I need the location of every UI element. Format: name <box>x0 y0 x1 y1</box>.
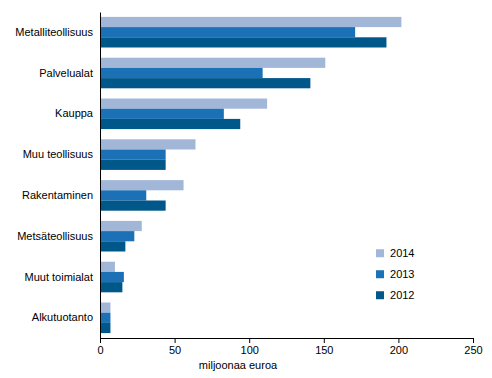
y-tick: Rakentaminen <box>22 189 93 201</box>
y-tick: Muut toimialat <box>25 271 93 283</box>
bars <box>100 17 401 333</box>
x-tick-mark <box>175 338 176 343</box>
y-tick: Metalliteollisuus <box>15 26 93 38</box>
bar <box>100 160 166 170</box>
x-tick-label: 250 <box>464 344 482 356</box>
x-tick: 100 <box>241 338 259 356</box>
y-tick-label: Muu teollisuus <box>23 148 94 160</box>
x-tick-mark <box>249 338 250 343</box>
y-tick: Metsäteollisuus <box>17 230 93 242</box>
bar <box>100 180 184 190</box>
bar <box>100 282 122 292</box>
bar <box>100 27 355 37</box>
bar <box>100 272 124 282</box>
legend-item: 2014 <box>376 247 414 259</box>
bar <box>100 190 146 200</box>
y-tick-label: Metalliteollisuus <box>15 26 93 38</box>
x-tick: 200 <box>390 338 408 356</box>
y-tick: Palvelualat <box>39 67 93 79</box>
bar <box>100 78 310 88</box>
legend-item: 2013 <box>376 268 414 280</box>
x-tick: 250 <box>464 338 482 356</box>
bar <box>100 303 110 313</box>
x-tick-mark <box>324 338 325 343</box>
x-tick-mark <box>100 338 101 343</box>
legend-label: 2013 <box>390 268 414 280</box>
x-tick-mark <box>473 338 474 343</box>
legend-label: 2012 <box>390 289 414 301</box>
y-tick-label: Palvelualat <box>39 67 93 79</box>
bar <box>100 68 263 78</box>
x-axis: 0 50 100 150 200 250 <box>97 338 482 356</box>
x-tick: 50 <box>169 338 181 356</box>
bar <box>100 109 224 119</box>
bar <box>100 98 267 108</box>
bar <box>100 17 401 27</box>
bar <box>100 119 240 129</box>
legend-swatch <box>376 291 384 299</box>
y-tick: Alkutuotanto <box>32 311 93 323</box>
bar <box>100 201 166 211</box>
legend-swatch <box>376 270 384 278</box>
x-tick: 150 <box>315 338 333 356</box>
y-axis-line <box>100 13 101 339</box>
y-tick-label: Kauppa <box>55 107 94 119</box>
legend-swatch <box>376 249 384 257</box>
y-tick-label: Muut toimialat <box>25 271 93 283</box>
y-tick: Kauppa <box>55 107 94 119</box>
x-tick-label: 50 <box>169 344 181 356</box>
bar <box>100 313 110 323</box>
x-axis-title: miljoonaa euroa <box>199 359 278 371</box>
x-axis-line <box>101 339 474 344</box>
y-tick-label: Alkutuotanto <box>32 311 93 323</box>
bar <box>100 231 134 241</box>
x-tick: 0 <box>97 338 103 356</box>
y-tick: Muu teollisuus <box>23 148 94 160</box>
bar <box>100 58 325 68</box>
bar <box>100 37 386 47</box>
x-tick-label: 100 <box>241 344 259 356</box>
y-tick-label: Metsäteollisuus <box>17 230 93 242</box>
bar <box>100 262 115 272</box>
bar <box>100 323 110 333</box>
x-tick-label: 0 <box>97 344 103 356</box>
y-axis: Metalliteollisuus Palvelualat Kauppa Muu te… <box>15 13 100 339</box>
x-tick-label: 150 <box>315 344 333 356</box>
plot: 0 50 100 150 200 250 Metalliteollisuus Palvelua… <box>15 13 482 372</box>
legend: 2014 2013 2012 <box>376 247 414 301</box>
bar <box>100 149 166 159</box>
legend-item: 2012 <box>376 289 414 301</box>
x-tick-label: 200 <box>390 344 408 356</box>
bar <box>100 241 125 251</box>
bar <box>100 221 142 231</box>
y-tick-label: Rakentaminen <box>22 189 93 201</box>
x-tick-mark <box>398 338 399 343</box>
legend-label: 2014 <box>390 247 414 259</box>
chart: 0 50 100 150 200 250 Metalliteollisuus Palvelua… <box>0 0 492 378</box>
bar <box>100 139 195 149</box>
